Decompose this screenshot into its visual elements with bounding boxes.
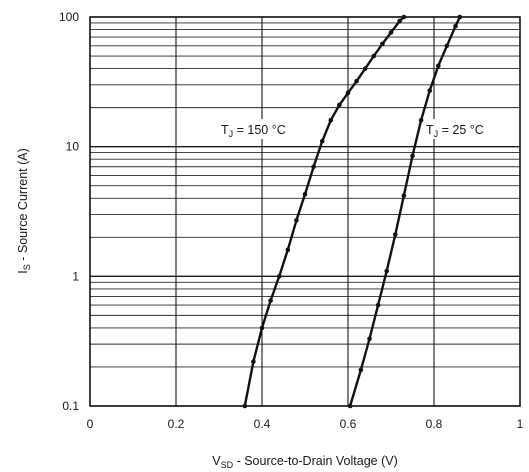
minor-grid [90, 22, 520, 368]
data-point-1 [393, 232, 398, 237]
data-point-0 [388, 30, 394, 35]
y-axis-label: IS - Source Current (A) [16, 148, 32, 274]
y-tick-label: 100 [59, 10, 79, 24]
data-point-1 [367, 336, 372, 342]
x-tick-label: 0.6 [340, 417, 357, 431]
data-point-0 [397, 18, 402, 24]
data-point-0 [371, 53, 377, 59]
data-point-0 [354, 78, 359, 84]
plot-frame [89, 16, 521, 407]
data-point-0 [362, 66, 368, 71]
data-point-1 [418, 117, 424, 123]
data-point-0 [268, 298, 273, 303]
series-label-150c: TJ = 150 °C [221, 123, 286, 139]
data-point-0 [285, 247, 291, 253]
data-point-0 [345, 90, 351, 96]
y-tick-label: 1 [72, 269, 79, 283]
series-label-25c: TJ = 25 °C [426, 123, 484, 139]
data-point-1 [358, 367, 364, 373]
data-point-1 [401, 193, 407, 198]
data-point-1 [436, 63, 441, 69]
data-point-1 [453, 23, 458, 29]
x-tick-label: 0 [87, 417, 94, 431]
data-point-0 [319, 138, 325, 144]
data-point-0 [380, 41, 385, 47]
data-point-1 [375, 302, 381, 308]
y-tick-labels: 0.1 1 10 100 [59, 10, 79, 413]
x-axis-label: VSD - Source-to-Drain Voltage (V) [212, 454, 398, 470]
x-tick-label: 0.4 [254, 417, 271, 431]
y-tick-label: 10 [66, 140, 80, 154]
data-point-0 [311, 164, 316, 170]
data-point-0 [251, 359, 256, 364]
data-point-0 [276, 274, 282, 279]
data-point-0 [337, 102, 342, 108]
data-point-1 [410, 153, 415, 159]
series-layer [242, 14, 463, 409]
series-line-0 [243, 16, 405, 407]
x-tick-label: 0.8 [426, 417, 443, 431]
data-point-0 [294, 218, 299, 223]
y-tick-label: 0.1 [62, 399, 79, 413]
data-point-0 [328, 117, 334, 123]
label-150c-background [219, 119, 305, 139]
x-tick-label: 1 [517, 417, 524, 431]
data-point-0 [302, 191, 308, 197]
data-point-1 [427, 88, 433, 94]
data-point-1 [384, 268, 390, 274]
data-point-1 [444, 43, 450, 49]
major-grid [89, 16, 521, 407]
series-line-1 [348, 16, 461, 407]
x-tick-labels: 0 0.2 0.4 0.6 0.8 1 [87, 417, 524, 431]
x-tick-label: 0.2 [168, 417, 185, 431]
data-point-0 [259, 325, 265, 331]
label-25c-background [424, 119, 502, 139]
